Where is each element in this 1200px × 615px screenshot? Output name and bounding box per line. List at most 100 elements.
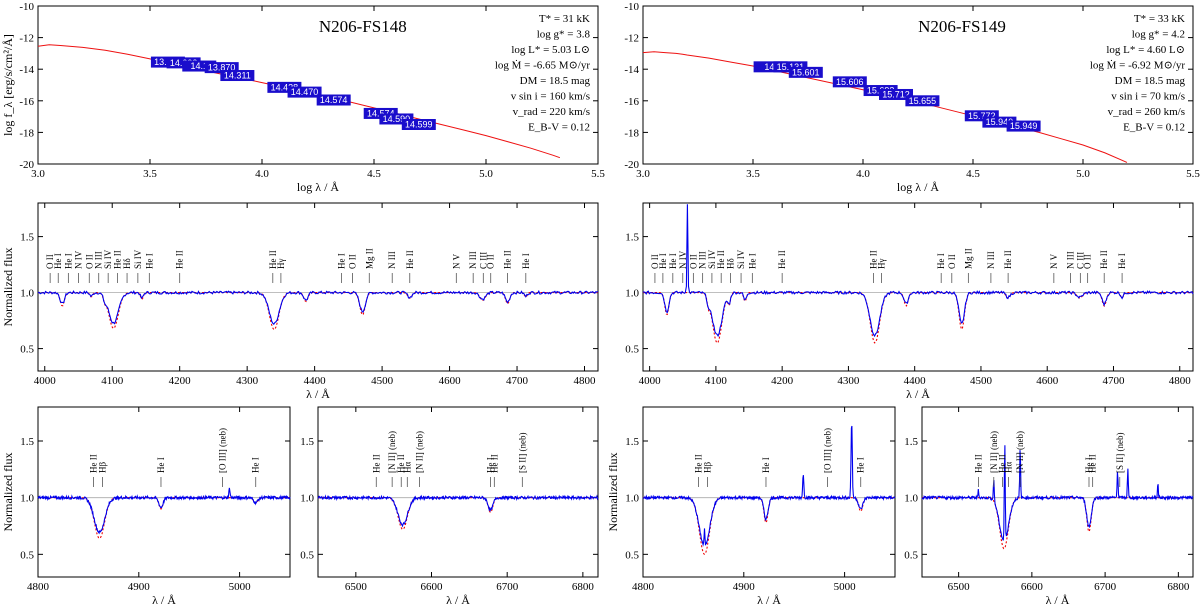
line-id-label: [N II] (neb) xyxy=(414,431,424,473)
x-tick-label: 5000 xyxy=(229,581,252,593)
y-tick-label: -16 xyxy=(624,96,639,108)
line-id-label: He I xyxy=(144,253,154,269)
photometry-label: 14. xyxy=(764,62,777,72)
plot-frame xyxy=(37,406,291,578)
x-tick-label: 4700 xyxy=(1102,375,1125,387)
photometry-box xyxy=(316,94,351,106)
line-id-label: He II xyxy=(88,454,98,473)
line-id-label: He II xyxy=(503,250,513,269)
y-tick-label: 1.5 xyxy=(625,232,639,244)
sed-model-curve xyxy=(642,51,1128,163)
y-tick-label: -14 xyxy=(624,64,639,76)
line-id-label: O II xyxy=(347,254,357,269)
model-spectrum xyxy=(922,497,1193,550)
model-spectrum xyxy=(318,497,598,530)
x-tick-label: 6700 xyxy=(496,581,519,593)
y-tick-label: -18 xyxy=(624,127,639,139)
line-id-label: He II xyxy=(1088,454,1098,473)
x-tick-label: 4.0 xyxy=(255,168,269,180)
x-tick-label: 6800 xyxy=(572,581,595,593)
line-id-label: He I xyxy=(521,253,531,269)
x-tick-label: 6500 xyxy=(345,581,368,593)
line-id-label: Hγ xyxy=(276,259,286,269)
x-tick-label: 4800 xyxy=(632,581,655,593)
y-tick-label: -20 xyxy=(624,159,639,171)
line-id-label: He II xyxy=(973,454,983,473)
x-tick-label: 4100 xyxy=(705,375,728,387)
x-tick-label: 4100 xyxy=(101,375,124,387)
x-tick-label: 5.0 xyxy=(1076,168,1090,180)
photometry-box xyxy=(363,107,398,119)
y-tick-label: 1.5 xyxy=(300,436,314,448)
line-id-label: O II xyxy=(45,254,55,269)
observed-spectrum xyxy=(317,494,599,528)
line-id-label: He I xyxy=(486,457,496,473)
line-id-label: [N II] (neb) xyxy=(989,431,999,473)
x-tick-label: 4000 xyxy=(639,375,662,387)
photometry-label: 14.574 xyxy=(320,95,348,105)
line-id-label: He II xyxy=(489,454,499,473)
line-id-label: Hγ xyxy=(877,259,887,269)
line-id-label: He II xyxy=(777,250,787,269)
line-id-label: Hδ xyxy=(122,258,132,269)
line-id-label: He II xyxy=(405,250,415,269)
line-id-label: He I xyxy=(337,253,347,269)
x-tick-label: 3.0 xyxy=(636,168,650,180)
line-id-label: He I xyxy=(1084,457,1094,473)
x-tick-label: 5.5 xyxy=(591,168,605,180)
star-name: N206-FS148 xyxy=(319,17,407,36)
line-id-label: N III xyxy=(698,251,708,269)
y-tick-label: 1.5 xyxy=(20,436,34,448)
line-id-label: He I xyxy=(668,253,678,269)
line-id-label: O II xyxy=(947,254,957,269)
photometry-label: 15.949 xyxy=(1010,121,1038,131)
y-tick-label: -18 xyxy=(19,127,34,139)
line-id-label: Mg II xyxy=(364,248,374,269)
line-id-label: He I xyxy=(658,253,668,269)
y-tick-label: 1.0 xyxy=(20,493,34,505)
line-id-label: N IV xyxy=(678,250,688,269)
photometry-box xyxy=(204,62,239,74)
x-tick-label: 4900 xyxy=(128,581,151,593)
stellar-parameter: log L* = 4.60 L⊙ xyxy=(1106,44,1185,56)
y-tick-label: -12 xyxy=(19,33,34,45)
photometry-box xyxy=(182,60,217,72)
stellar-parameter: DM = 18.5 mag xyxy=(1115,75,1186,87)
line-id-label: He I xyxy=(156,457,166,473)
x-axis-label: λ / Å xyxy=(306,387,330,401)
line-id-label: [N II] (neb) xyxy=(387,431,397,473)
photometry-label: 15.606 xyxy=(836,77,864,87)
x-tick-label: 4300 xyxy=(236,375,259,387)
x-tick-label: 3.0 xyxy=(31,168,45,180)
observed-spectrum xyxy=(37,289,599,326)
line-id-label: C III xyxy=(1075,252,1085,269)
line-id-label: He I xyxy=(63,253,73,269)
x-axis-label: λ / Å xyxy=(152,593,176,607)
line-id-label: He I xyxy=(761,457,771,473)
x-axis-label: λ / Å xyxy=(446,593,470,607)
line-id-label: He I xyxy=(747,253,757,269)
plot-frame xyxy=(921,406,1194,578)
x-tick-label: 6700 xyxy=(1094,581,1117,593)
photometry-box xyxy=(964,110,999,122)
panel-spectrum-blue-3: 4000 4100 4200 4300 4400 4500 4600 4700 4800 0.5 1… xyxy=(625,202,1194,401)
photometry-label: 15.772 xyxy=(968,111,996,121)
photometry-label: 15.712 xyxy=(882,89,910,99)
photometry-box xyxy=(1006,120,1041,132)
line-id-label: Hβ xyxy=(703,462,713,473)
y-tick-label: 1.0 xyxy=(625,493,639,505)
x-tick-label: 4.5 xyxy=(966,168,980,180)
photometry-box xyxy=(753,61,788,73)
line-id-label: He II xyxy=(268,250,278,269)
y-tick-label: 0.5 xyxy=(904,549,918,561)
observed-spectrum xyxy=(642,425,896,547)
stellar-parameter: log g* = 4.2 xyxy=(1132,29,1185,41)
photometry-label: 14.470 xyxy=(291,87,319,97)
model-spectrum xyxy=(643,292,1193,344)
line-id-label: O II xyxy=(1083,254,1093,269)
y-tick-label: 1.0 xyxy=(904,493,918,505)
x-tick-label: 4400 xyxy=(904,375,927,387)
photometry-label: 15.655 xyxy=(909,96,937,106)
line-id-label: [N II] (neb) xyxy=(1015,431,1025,473)
